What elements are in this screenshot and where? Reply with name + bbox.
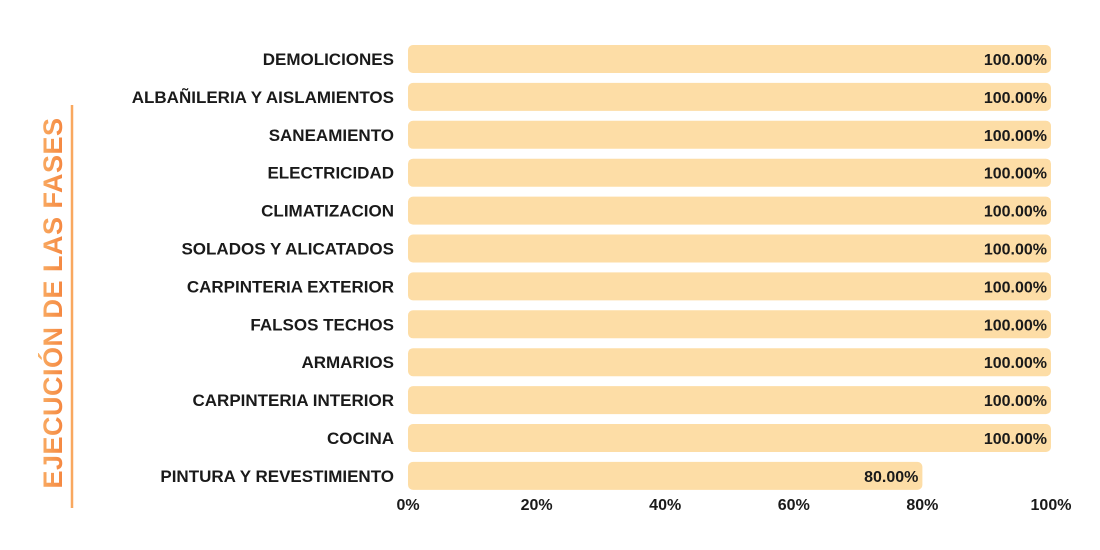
- bar-row: CARPINTERIA INTERIOR 100.00%: [193, 386, 1051, 415]
- bar-row: ARMARIOS 100.00%: [301, 348, 1051, 377]
- bar: [408, 45, 1051, 73]
- category-label: DEMOLICIONES: [263, 50, 394, 69]
- category-label: ELECTRICIDAD: [267, 164, 394, 183]
- bar-row: CLIMATIZACION 100.00%: [261, 196, 1051, 225]
- bar-row: DEMOLICIONES 100.00%: [263, 45, 1051, 73]
- value-label: 100.00%: [984, 52, 1047, 69]
- value-label: 80.00%: [864, 469, 918, 486]
- bar-row: SOLADOS Y ALICATADOS 100.00%: [181, 234, 1051, 263]
- bar-row: COCINA 100.00%: [327, 424, 1051, 452]
- bar: [408, 158, 1051, 187]
- value-label: 100.00%: [984, 355, 1047, 372]
- bar-row: ALBAÑILERIA Y AISLAMIENTOS 100.00%: [132, 82, 1051, 111]
- value-label: 100.00%: [984, 90, 1047, 107]
- value-label: 100.00%: [984, 166, 1047, 183]
- value-label: 100.00%: [984, 242, 1047, 259]
- bar: [408, 82, 1051, 111]
- bar: [408, 234, 1051, 263]
- bar: [408, 461, 923, 490]
- category-label: CARPINTERIA EXTERIOR: [187, 277, 394, 296]
- x-axis-ticks: 0% 20% 40% 60% 80% 100%: [396, 497, 1071, 514]
- x-tick-label: 60%: [778, 497, 810, 514]
- category-label: PINTURA Y REVESTIMIENTO: [160, 467, 394, 486]
- bar: [408, 120, 1051, 149]
- value-label: 100.00%: [984, 279, 1047, 296]
- bar-row: ELECTRICIDAD 100.00%: [267, 158, 1051, 187]
- category-label: SOLADOS Y ALICATADOS: [181, 240, 394, 259]
- bar-row: SANEAMIENTO 100.00%: [269, 120, 1051, 149]
- x-tick-label: 100%: [1031, 497, 1072, 514]
- value-label: 100.00%: [984, 204, 1047, 221]
- chart-title: EJECUCIÓN DE LAS FASES: [37, 117, 68, 488]
- category-label: ALBAÑILERIA Y AISLAMIENTOS: [132, 87, 394, 107]
- bar: [408, 386, 1051, 415]
- category-label: COCINA: [327, 429, 394, 448]
- x-tick-label: 20%: [521, 497, 553, 514]
- x-tick-label: 40%: [649, 497, 681, 514]
- x-tick-label: 80%: [906, 497, 938, 514]
- bar: [408, 348, 1051, 377]
- bar-row: PINTURA Y REVESTIMIENTO 80.00%: [160, 461, 923, 490]
- bar: [408, 424, 1051, 452]
- value-label: 100.00%: [984, 317, 1047, 334]
- bar: [408, 196, 1051, 225]
- value-label: 100.00%: [984, 393, 1047, 410]
- value-label: 100.00%: [984, 431, 1047, 448]
- bars-layer: DEMOLICIONES 100.00%ALBAÑILERIA Y AISLAMI…: [132, 45, 1051, 490]
- value-label: 100.00%: [984, 128, 1047, 145]
- category-label: CLIMATIZACION: [261, 202, 394, 221]
- category-label: FALSOS TECHOS: [250, 315, 394, 334]
- category-label: SANEAMIENTO: [269, 126, 394, 145]
- bar: [408, 310, 1051, 339]
- bar-row: FALSOS TECHOS 100.00%: [250, 310, 1051, 339]
- bar: [408, 272, 1051, 301]
- category-label: ARMARIOS: [301, 353, 394, 372]
- bar-row: CARPINTERIA EXTERIOR 100.00%: [187, 272, 1051, 301]
- category-label: CARPINTERIA INTERIOR: [193, 391, 395, 410]
- x-tick-label: 0%: [396, 497, 419, 514]
